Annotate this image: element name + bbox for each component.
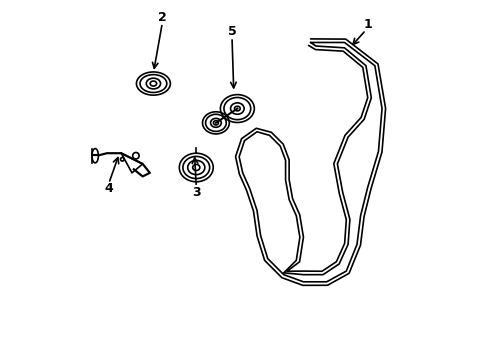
Text: 5: 5 <box>227 25 236 38</box>
Text: 4: 4 <box>104 183 113 195</box>
Text: 2: 2 <box>158 11 166 24</box>
Text: 1: 1 <box>363 18 371 31</box>
Text: 3: 3 <box>192 186 200 199</box>
